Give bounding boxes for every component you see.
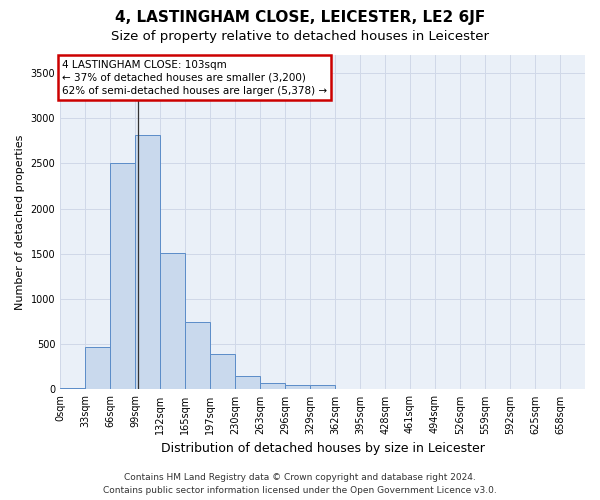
X-axis label: Distribution of detached houses by size in Leicester: Distribution of detached houses by size …	[161, 442, 485, 455]
Bar	[235, 376, 260, 390]
Bar	[260, 382, 285, 390]
Bar	[85, 347, 110, 390]
Text: Size of property relative to detached houses in Leicester: Size of property relative to detached ho…	[111, 30, 489, 43]
Text: Contains HM Land Registry data © Crown copyright and database right 2024.
Contai: Contains HM Land Registry data © Crown c…	[103, 474, 497, 495]
Bar	[110, 164, 135, 390]
Text: 4, LASTINGHAM CLOSE, LEICESTER, LE2 6JF: 4, LASTINGHAM CLOSE, LEICESTER, LE2 6JF	[115, 10, 485, 25]
Bar	[185, 322, 210, 390]
Bar	[160, 253, 185, 390]
Bar	[60, 388, 85, 390]
Y-axis label: Number of detached properties: Number of detached properties	[15, 134, 25, 310]
Bar	[285, 385, 310, 390]
Bar	[135, 134, 160, 390]
Text: 4 LASTINGHAM CLOSE: 103sqm
← 37% of detached houses are smaller (3,200)
62% of s: 4 LASTINGHAM CLOSE: 103sqm ← 37% of deta…	[62, 60, 327, 96]
Bar	[310, 385, 335, 390]
Bar	[210, 354, 235, 390]
